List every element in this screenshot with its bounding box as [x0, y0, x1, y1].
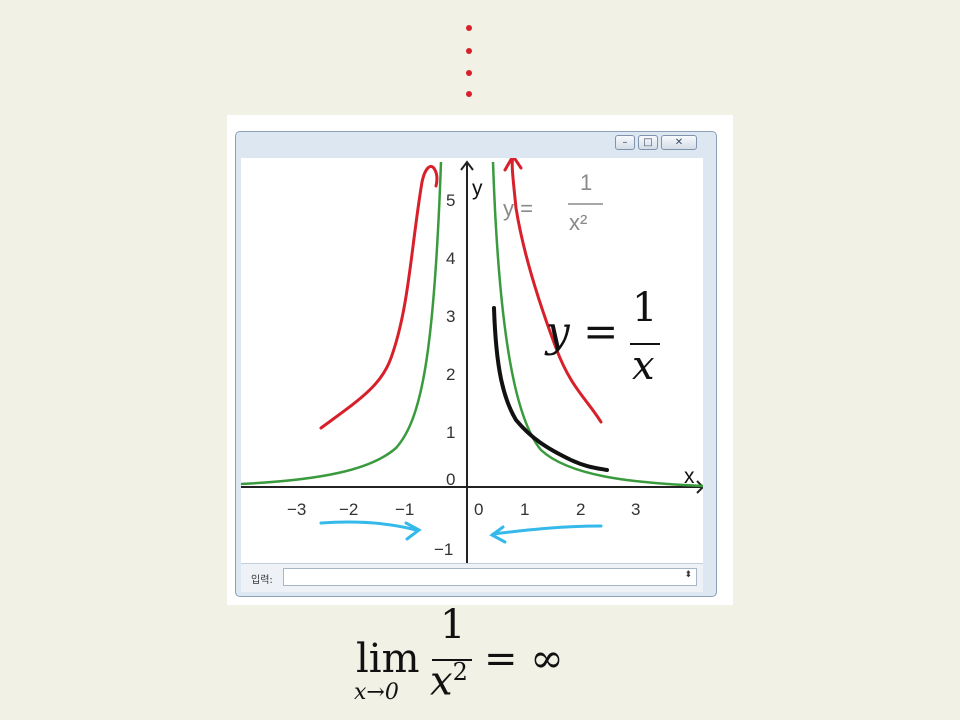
x-tick-label: 1: [520, 500, 529, 519]
curve-left-branch: [241, 161, 443, 486]
limit-denominator: x2: [430, 658, 468, 704]
y-tick-label: 5: [446, 191, 455, 210]
x-tick-label: 0: [474, 500, 483, 519]
limit-result: = ∞: [484, 636, 564, 682]
graph-app-window: – □ ✕ −3 −2 −1 0 1 2 3 5 4 3 2 1 0 −1 y …: [227, 115, 733, 605]
input-label: 입력:: [251, 575, 273, 586]
x-axis-arrow-icon: [696, 480, 703, 494]
limit-operator: lim: [356, 636, 420, 682]
limit-fraction-bar: [432, 659, 472, 661]
curve-right-branch: [491, 161, 703, 488]
limit-denominator-exponent: 2: [452, 658, 468, 686]
overlay-formula-fraction-bar: [630, 343, 660, 345]
x-tick-label: −2: [339, 500, 358, 519]
maximize-button[interactable]: □: [638, 135, 658, 150]
x-tick-label: 3: [631, 500, 640, 519]
y-tick-label: −1: [434, 540, 453, 559]
overlay-formula-lhs: y =: [546, 307, 619, 356]
red-arrow-left: [319, 165, 439, 430]
limit-formula: lim x→0 1 x2 = ∞: [350, 600, 610, 715]
graph-formula-numerator: 1: [580, 170, 592, 195]
x-tick-label: −1: [395, 500, 414, 519]
blue-arrow-right: [489, 524, 603, 544]
limit-subscript: x→0: [354, 680, 399, 705]
graph-formula-denominator: x²: [569, 210, 587, 235]
vertical-ellipsis-icon: [466, 25, 472, 97]
x-axis-label: x: [684, 465, 695, 488]
y-tick-label: 0: [446, 470, 455, 489]
y-tick-label: 2: [446, 365, 455, 384]
x-tick-label: 2: [576, 500, 585, 519]
overlay-formula-numerator: 1: [632, 285, 658, 331]
y-tick-label: 3: [446, 307, 455, 326]
graph-view[interactable]: −3 −2 −1 0 1 2 3 5 4 3 2 1 0 −1 y x y = …: [241, 158, 703, 563]
spinner-icon[interactable]: ⬍: [684, 570, 692, 580]
input-field[interactable]: ⬍: [283, 568, 697, 586]
overlay-formula: y = 1 x: [540, 285, 670, 395]
input-bar: 입력: ⬍: [241, 563, 703, 592]
y-axis-arrow-icon: [460, 160, 474, 171]
y-axis-label: y: [472, 177, 483, 200]
y-tick-label: 4: [446, 249, 455, 268]
x-tick-label: −3: [287, 500, 306, 519]
blue-arrow-left: [319, 520, 422, 541]
y-tick-label: 1: [446, 423, 455, 442]
black-curve-sketch: [492, 306, 609, 472]
red-arrow-right: [503, 158, 603, 424]
overlay-formula-denominator: x: [632, 343, 655, 389]
minimize-button[interactable]: –: [615, 135, 635, 150]
close-button[interactable]: ✕: [661, 135, 697, 150]
limit-denominator-base: x: [430, 658, 453, 705]
limit-numerator: 1: [440, 602, 466, 648]
